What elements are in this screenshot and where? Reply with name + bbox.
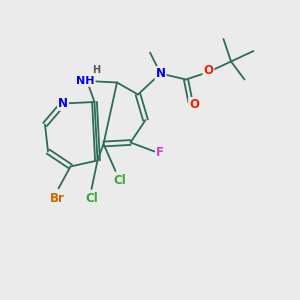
Text: O: O	[189, 98, 199, 111]
Text: N: N	[155, 67, 166, 80]
Text: NH: NH	[76, 76, 95, 86]
Text: N: N	[58, 97, 68, 110]
Text: H: H	[92, 64, 100, 75]
Text: Cl: Cl	[85, 191, 98, 205]
Text: Cl: Cl	[114, 173, 126, 187]
Text: O: O	[203, 64, 214, 77]
Text: Br: Br	[50, 191, 64, 205]
Text: F: F	[156, 146, 164, 160]
